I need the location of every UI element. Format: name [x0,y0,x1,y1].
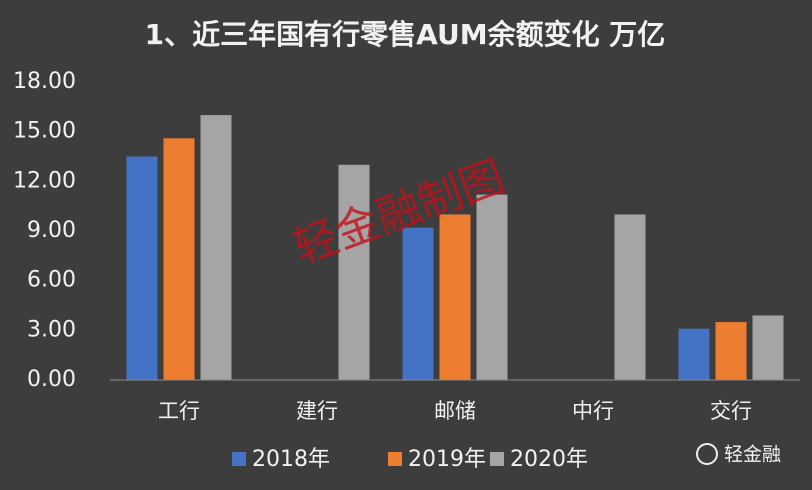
legend-swatch [388,452,402,466]
x-tick-label: 工行 [158,399,200,423]
legend-label: 2018年 [252,447,330,472]
x-tick-label: 邮储 [434,399,476,423]
bar [678,328,710,380]
legend-label: 2020年 [510,447,588,472]
y-tick-label: 6.00 [27,268,76,293]
bar [476,194,508,380]
bar [200,115,232,380]
bar [614,214,646,380]
x-tick-label: 建行 [296,399,338,423]
bar [439,214,471,380]
logo-text: 轻金融 [724,444,781,466]
bar [715,322,747,380]
y-tick-label: 15.00 [13,119,76,144]
logo-icon [696,443,718,465]
x-tick-label: 中行 [572,399,614,423]
y-tick-label: 12.00 [13,168,76,193]
legend-swatch [490,452,504,466]
bar [752,315,784,380]
bar [338,164,370,380]
bar [402,227,434,380]
legend-swatch [232,452,246,466]
bar [163,138,195,380]
legend-label: 2019年 [408,447,486,472]
y-tick-label: 9.00 [27,218,76,243]
y-tick-label: 18.00 [13,69,76,94]
y-tick-label: 0.00 [27,367,76,392]
chart-title: 1、近三年国有行零售AUM余额变化 万亿 [145,18,666,51]
bar [126,156,158,380]
x-tick-label: 交行 [710,399,752,423]
y-tick-label: 3.00 [27,317,76,342]
